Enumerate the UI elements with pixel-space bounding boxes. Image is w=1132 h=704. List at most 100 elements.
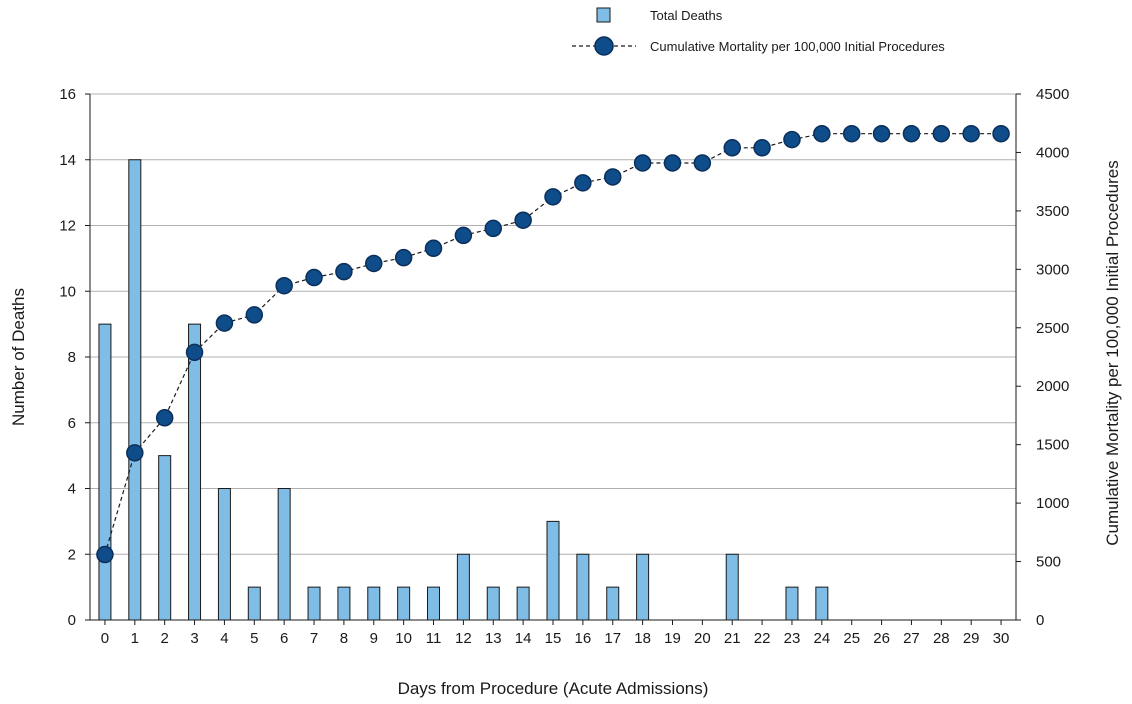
- x-axis-title: Days from Procedure (Acute Admissions): [398, 679, 709, 698]
- x-tick-label: 9: [370, 630, 378, 647]
- bar-total-deaths: [486, 586, 500, 621]
- point-cumulative-mortality: [275, 276, 293, 295]
- x-tick-label: 26: [873, 630, 890, 647]
- x-tick-label: 7: [310, 630, 318, 647]
- point-cumulative-mortality: [603, 168, 622, 186]
- y2-axis-title: Cumulative Mortality per 100,000 Initial…: [1103, 160, 1122, 546]
- x-tick-label: 11: [426, 630, 442, 647]
- x-tick-label: 27: [903, 630, 920, 647]
- bar-total-deaths: [546, 520, 560, 621]
- y2-tick-label: 500: [1036, 554, 1061, 571]
- tick-labels: 0246810121416050010001500200025003000350…: [59, 86, 1069, 647]
- x-tick-label: 0: [101, 630, 109, 647]
- point-cumulative-mortality: [902, 124, 921, 143]
- bar-total-deaths: [217, 488, 231, 621]
- bar-total-deaths: [247, 586, 261, 621]
- point-cumulative-mortality: [932, 124, 951, 143]
- point-cumulative-mortality: [663, 154, 682, 172]
- x-tick-label: 20: [694, 630, 711, 647]
- bar-total-deaths: [427, 586, 441, 621]
- x-tick-label: 16: [575, 630, 592, 647]
- y-tick-label: 2: [68, 546, 76, 563]
- x-tick-label: 13: [485, 630, 502, 647]
- bar-total-deaths: [397, 586, 411, 621]
- y-tick-label: 14: [59, 152, 76, 169]
- point-cumulative-mortality: [484, 219, 503, 238]
- x-tick-label: 21: [724, 630, 741, 647]
- y-tick-label: 0: [68, 612, 76, 629]
- x-tick-label: 17: [604, 630, 621, 647]
- bar-total-deaths: [367, 586, 381, 621]
- line-series: [96, 124, 1010, 564]
- x-tick-label: 29: [963, 630, 980, 647]
- x-tick-label: 15: [545, 630, 562, 647]
- point-cumulative-mortality: [574, 174, 592, 192]
- point-cumulative-mortality: [783, 130, 801, 149]
- y2-tick-label: 2000: [1036, 378, 1069, 395]
- point-cumulative-mortality: [753, 139, 771, 157]
- bar-total-deaths: [98, 323, 112, 621]
- bar-total-deaths: [307, 586, 321, 621]
- bar-total-deaths: [456, 553, 470, 621]
- point-cumulative-mortality: [335, 262, 353, 281]
- x-tick-label: 28: [933, 630, 950, 647]
- point-cumulative-mortality: [245, 306, 264, 324]
- point-cumulative-mortality: [693, 154, 712, 172]
- point-cumulative-mortality: [514, 211, 532, 229]
- bar-total-deaths: [725, 553, 739, 621]
- x-tick-label: 12: [455, 630, 472, 647]
- y2-tick-label: 3500: [1036, 203, 1069, 220]
- point-cumulative-mortality: [454, 226, 473, 245]
- legend-label-total-deaths: Total Deaths: [650, 8, 723, 23]
- point-cumulative-mortality: [215, 314, 234, 332]
- bar-total-deaths: [636, 553, 650, 621]
- x-tick-label: 18: [634, 630, 651, 647]
- bar-total-deaths: [516, 586, 530, 621]
- bar-total-deaths: [337, 586, 351, 621]
- x-tick-label: 19: [664, 630, 681, 647]
- x-tick-label: 6: [280, 630, 288, 647]
- y2-tick-label: 4000: [1036, 144, 1069, 161]
- bar-total-deaths: [158, 455, 172, 621]
- point-cumulative-mortality: [633, 154, 652, 172]
- y-tick-label: 4: [68, 481, 76, 498]
- y2-tick-label: 4500: [1036, 86, 1069, 103]
- y-tick-label: 6: [68, 415, 76, 432]
- y-tick-label: 12: [59, 218, 76, 235]
- point-cumulative-mortality: [394, 248, 413, 267]
- point-cumulative-mortality: [424, 239, 443, 258]
- point-cumulative-mortality: [962, 124, 980, 143]
- bar-total-deaths: [815, 586, 829, 621]
- y-tick-label: 10: [59, 283, 76, 300]
- point-cumulative-mortality: [365, 254, 383, 273]
- y-tick-label: 16: [59, 86, 76, 103]
- y-axis-title: Number of Deaths: [9, 288, 28, 426]
- x-tick-label: 14: [515, 630, 532, 647]
- point-cumulative-mortality: [185, 343, 204, 362]
- x-tick-label: 30: [993, 630, 1010, 647]
- x-tick-label: 4: [220, 630, 228, 647]
- bar-total-deaths: [606, 586, 620, 621]
- bar-total-deaths: [188, 323, 202, 621]
- bar-total-deaths: [576, 553, 590, 621]
- point-cumulative-mortality: [96, 545, 114, 564]
- legend-swatch-marker: [594, 36, 614, 56]
- y2-tick-label: 2500: [1036, 320, 1069, 337]
- x-tick-label: 22: [754, 630, 771, 647]
- axes: [85, 93, 1021, 625]
- legend-label-cumulative-mortality: Cumulative Mortality per 100,000 Initial…: [650, 39, 945, 54]
- bar-total-deaths: [277, 488, 291, 621]
- y2-tick-label: 1500: [1036, 437, 1069, 454]
- x-tick-label: 1: [131, 630, 139, 647]
- bar-total-deaths: [785, 586, 799, 621]
- x-tick-label: 2: [161, 630, 169, 647]
- point-cumulative-mortality: [544, 188, 562, 206]
- point-cumulative-mortality: [723, 139, 741, 157]
- point-cumulative-mortality: [126, 444, 144, 462]
- point-cumulative-mortality: [155, 409, 174, 427]
- x-tick-label: 24: [813, 630, 830, 647]
- x-tick-label: 23: [784, 630, 801, 647]
- x-tick-label: 5: [250, 630, 258, 647]
